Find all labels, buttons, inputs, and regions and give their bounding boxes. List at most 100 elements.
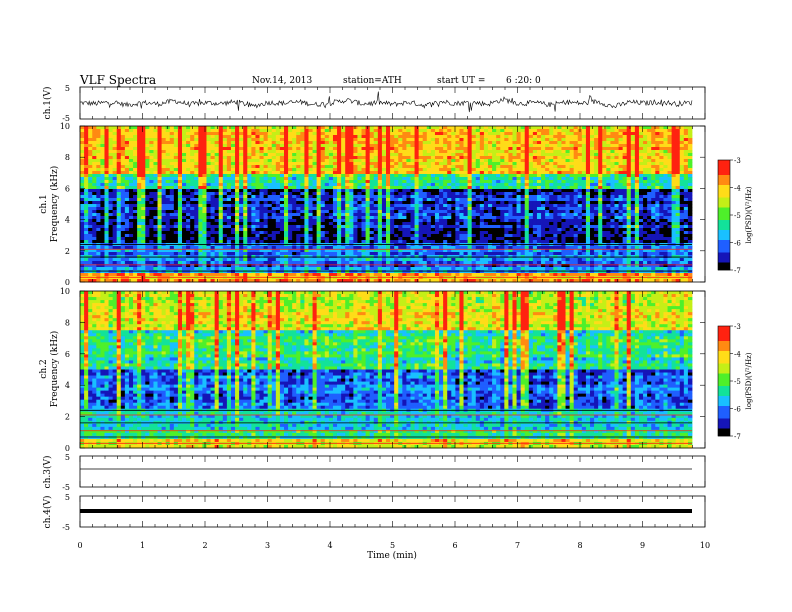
spectrogram-cell xyxy=(430,192,436,196)
spectrogram-cell xyxy=(390,222,395,226)
spectrogram-cell xyxy=(296,189,301,193)
spectrogram-cell xyxy=(108,135,114,139)
spectrogram-cell xyxy=(532,207,538,211)
spectrogram-cell xyxy=(337,126,342,130)
spectrogram-cell xyxy=(116,198,122,202)
spectrogram-cell xyxy=(504,126,509,130)
spectrogram-cell xyxy=(488,144,493,148)
spectrogram-cell xyxy=(492,216,497,220)
ch1-ytick-bottom: -5 xyxy=(62,114,70,123)
spectrogram-cell xyxy=(149,132,154,136)
spectrogram-cell xyxy=(557,219,562,223)
spectrogram-cell xyxy=(488,186,493,190)
spectrogram-cell xyxy=(496,207,501,211)
spectrogram-cell xyxy=(116,213,122,217)
spectrogram-cell xyxy=(528,210,534,214)
spectrogram-cell xyxy=(275,183,281,187)
spectrogram-cell xyxy=(496,183,501,187)
spectrogram-cell xyxy=(483,168,489,172)
spectrogram-cell xyxy=(247,189,252,193)
spectrogram-cell xyxy=(496,153,501,157)
spectrogram-cell xyxy=(483,150,489,154)
spectrogram-cell xyxy=(687,189,693,193)
spectrogram-cell xyxy=(414,147,420,151)
spectrogram-cell xyxy=(455,126,460,130)
spectrogram-cell xyxy=(406,138,411,142)
spectrogram-cell xyxy=(210,153,216,157)
spectrogram-cell xyxy=(145,150,150,154)
spectrogram-cell xyxy=(100,153,105,157)
spectrogram-cell xyxy=(463,159,468,163)
spectrogram-cell xyxy=(581,216,587,220)
spectrogram-cell xyxy=(365,126,371,130)
spectrogram-cell xyxy=(626,141,632,145)
spectrogram-cell xyxy=(451,204,456,208)
spectrogram-cell xyxy=(406,168,411,172)
spectrogram-cell xyxy=(475,192,481,196)
spectrogram-cell xyxy=(153,177,158,181)
spectrogram-cell xyxy=(243,192,248,196)
spectrogram-cell xyxy=(655,210,660,214)
spectrogram-cell xyxy=(112,174,118,178)
spectrogram-cell xyxy=(467,210,473,214)
spectrogram-cell xyxy=(320,165,326,169)
spectrogram-cell xyxy=(259,183,264,187)
spectrogram-cell xyxy=(337,174,342,178)
spectrogram-cell xyxy=(198,216,203,220)
spectrogram-cell xyxy=(145,189,150,193)
spectrogram-cell xyxy=(508,210,513,214)
spectrogram-cell xyxy=(279,132,285,136)
spectrogram-cell xyxy=(296,138,301,142)
spectrogram-cell xyxy=(512,168,517,172)
spectrogram-cell xyxy=(357,210,362,214)
spectrogram-cell xyxy=(512,129,517,133)
spectrogram-cell xyxy=(243,216,248,220)
spectrogram-cell xyxy=(226,147,232,151)
spectrogram-cell xyxy=(161,222,167,226)
spectrogram-cell xyxy=(585,186,591,190)
spectrogram-cell xyxy=(120,129,126,133)
spectrogram-cell xyxy=(606,180,611,184)
spectrogram-cell xyxy=(528,129,534,133)
spectrogram-cell xyxy=(557,153,562,157)
spectrogram-cell xyxy=(687,213,693,217)
spectrogram-cell xyxy=(663,207,668,211)
spectrogram-cell xyxy=(226,216,232,220)
spectrogram-cell xyxy=(443,216,448,220)
spectrogram-cell xyxy=(492,219,497,223)
spectrogram-cell xyxy=(108,138,114,142)
spectrogram-cell xyxy=(271,216,277,220)
spectrogram-cell xyxy=(80,216,85,220)
spectrogram-cell xyxy=(353,147,358,151)
spectrogram-cell xyxy=(247,210,252,214)
spectrogram-cell xyxy=(365,204,371,208)
spectrogram-cell xyxy=(381,132,387,136)
spectrogram-cell xyxy=(475,159,481,163)
spectrogram-cell xyxy=(386,186,391,190)
spectrogram-cell xyxy=(157,219,162,223)
spectrogram-cell xyxy=(398,162,403,166)
spectrogram-cell xyxy=(585,147,591,151)
spectrogram-cell xyxy=(402,135,407,139)
spectrogram-cell xyxy=(173,186,179,190)
spectrogram-cell xyxy=(410,192,415,196)
spectrogram-cell xyxy=(161,177,167,181)
spectrogram-cell xyxy=(426,201,432,205)
spectrogram-cell xyxy=(549,216,554,220)
spectrogram-cell xyxy=(651,171,656,175)
spectrogram-cell xyxy=(141,171,146,175)
spectrogram-cell xyxy=(459,195,464,199)
spectrogram-cell xyxy=(324,165,330,169)
spectrogram-cell xyxy=(300,162,305,166)
spectrogram-cell xyxy=(500,177,505,181)
spectrogram-cell xyxy=(630,147,636,151)
spectrogram-cell xyxy=(606,147,611,151)
spectrogram-cell xyxy=(300,201,305,205)
spectrogram-cell xyxy=(598,144,603,148)
spectrogram-cell xyxy=(483,129,489,133)
spectrogram-cell xyxy=(288,147,293,151)
spectrogram-cell xyxy=(226,132,232,136)
spectrogram-cell xyxy=(84,165,89,169)
spectrogram-cell xyxy=(508,183,513,187)
spectrogram-cell xyxy=(455,198,460,202)
